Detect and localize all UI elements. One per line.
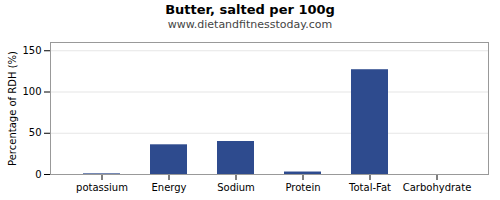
html-text:www.dietandfitnesstoday.com: www.dietandfitnesstoday.com [167,18,333,31]
svg-text:100: 100 [22,86,41,97]
html-text:Butter, salted per 100g: Butter, salted per 100g [165,2,335,17]
svg-text:Protein: Protein [285,182,320,193]
svg-text:Percentage of RDH (%): Percentage of RDH (%) [7,51,18,166]
svg-text:50: 50 [29,127,42,138]
svg-text:150: 150 [22,45,41,56]
svg-text:Sodium: Sodium [217,182,255,193]
svg-text:Energy: Energy [151,182,186,193]
svg-text:potassium: potassium [76,182,128,193]
svg-text:0: 0 [35,169,41,180]
svg-text:Carbohydrate: Carbohydrate [403,182,472,193]
svg-text:Total-Fat: Total-Fat [348,182,391,193]
